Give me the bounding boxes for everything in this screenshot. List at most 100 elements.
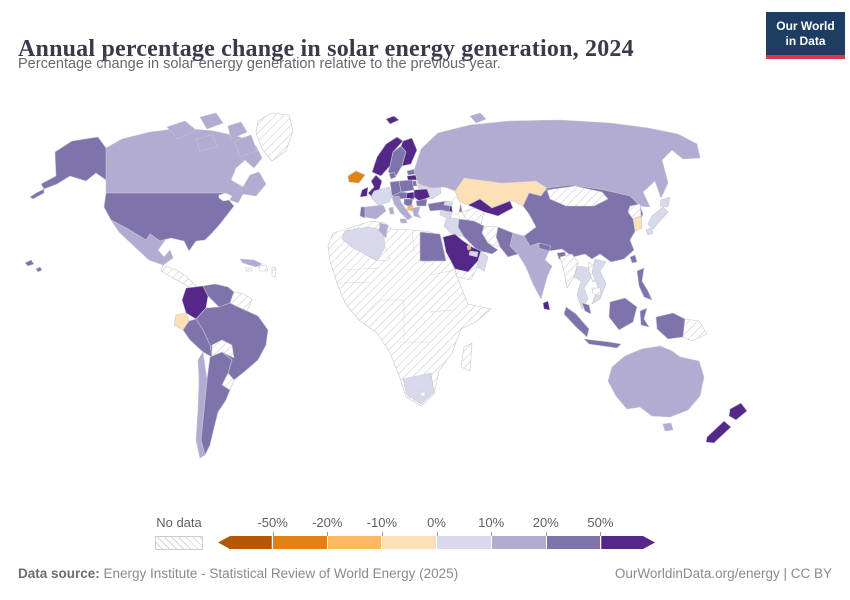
- data-source-text: Energy Institute - Statistical Review of…: [99, 566, 459, 581]
- legend-bin[interactable]: [437, 536, 491, 549]
- country-mexico[interactable]: [110, 219, 174, 266]
- country-uae[interactable]: [468, 250, 479, 258]
- legend-bin[interactable]: [382, 536, 436, 549]
- country-indonesia[interactable]: [608, 297, 638, 331]
- country-iraq[interactable]: [443, 216, 465, 238]
- legend-tick-label: -50%: [257, 515, 288, 530]
- data-source-label: Data source:: [18, 566, 100, 581]
- country-myanmar[interactable]: [559, 253, 579, 289]
- country-finland[interactable]: [400, 137, 418, 167]
- country-chile[interactable]: [195, 351, 208, 459]
- legend-tick-label: -10%: [366, 515, 398, 530]
- country-turkmenistan[interactable]: [461, 207, 485, 225]
- country-portugal[interactable]: [359, 206, 366, 219]
- country-australia[interactable]: [607, 345, 705, 418]
- country-indonesia[interactable]: [583, 338, 622, 349]
- legend-bin[interactable]: [272, 536, 327, 549]
- country-hungary[interactable]: [405, 191, 416, 200]
- country-taiwan[interactable]: [629, 254, 638, 264]
- legend-bin[interactable]: [491, 536, 546, 549]
- country-canadian-arctic[interactable]: [195, 134, 219, 152]
- legend-tick-label: 20%: [532, 515, 559, 530]
- country-denmark[interactable]: [388, 171, 397, 180]
- country-jamaica[interactable]: [245, 267, 253, 272]
- owid-logo-line2: in Data: [785, 34, 826, 48]
- country-thailand[interactable]: [573, 265, 592, 310]
- country-mongolia[interactable]: [546, 185, 609, 207]
- country-france[interactable]: [370, 186, 393, 206]
- country-indonesia[interactable]: [655, 312, 686, 340]
- country-philippines[interactable]: [636, 267, 653, 301]
- country-canadian-arctic[interactable]: [199, 112, 224, 130]
- country-indonesia[interactable]: [563, 306, 590, 338]
- country-japan[interactable]: [647, 206, 669, 230]
- country-hawaii[interactable]: [35, 266, 43, 273]
- legend-tick-label: 10%: [478, 515, 505, 530]
- data-source: Data source: Energy Institute - Statisti…: [18, 566, 458, 581]
- country-canadian-arctic[interactable]: [233, 134, 258, 158]
- great-lakes: [218, 192, 233, 202]
- no-data-swatch[interactable]: [155, 536, 203, 550]
- country-greece[interactable]: [411, 206, 422, 219]
- country-lesotho[interactable]: [419, 391, 426, 397]
- country-hispaniola[interactable]: [257, 264, 269, 272]
- country-aleutians[interactable]: [29, 188, 45, 200]
- country-novaya-zemlya[interactable]: [469, 112, 487, 124]
- country-usa[interactable]: [103, 192, 235, 252]
- country-malaysia[interactable]: [581, 302, 592, 315]
- country-japan[interactable]: [659, 196, 671, 208]
- country-algeria[interactable]: [341, 226, 386, 262]
- country-sardinia[interactable]: [388, 206, 395, 215]
- country-alaska[interactable]: [40, 136, 107, 190]
- country-madagascar[interactable]: [460, 342, 473, 372]
- country-indonesia[interactable]: [639, 307, 650, 328]
- country-bulgaria[interactable]: [415, 198, 428, 207]
- country-india[interactable]: [509, 232, 553, 300]
- country-greenland[interactable]: [255, 112, 294, 162]
- region-africa[interactable]: [327, 220, 492, 407]
- country-sicily[interactable]: [399, 218, 408, 224]
- country-iceland[interactable]: [347, 170, 366, 184]
- country-south-africa[interactable]: [402, 372, 435, 405]
- country-tasmania[interactable]: [662, 422, 674, 432]
- country-argentina[interactable]: [200, 351, 233, 456]
- country-canadian-arctic[interactable]: [227, 121, 248, 140]
- country-poland[interactable]: [398, 179, 415, 193]
- country-cambodia[interactable]: [591, 287, 602, 296]
- country-spain[interactable]: [364, 204, 387, 220]
- license-credit[interactable]: OurWorldinData.org/energy | CC BY: [614, 566, 832, 581]
- country-sri-lanka[interactable]: [542, 300, 551, 311]
- country-peru[interactable]: [182, 318, 213, 358]
- country-vietnam[interactable]: [591, 258, 607, 305]
- country-canadian-arctic[interactable]: [166, 120, 197, 140]
- legend-bin[interactable]: [546, 536, 601, 549]
- country-lesser-antilles[interactable]: [271, 266, 277, 278]
- country-south-korea[interactable]: [632, 215, 643, 232]
- legend-bin[interactable]: [218, 536, 272, 549]
- country-qatar[interactable]: [466, 244, 472, 251]
- country-new-zealand[interactable]: [728, 402, 748, 421]
- legend-bin[interactable]: [601, 536, 655, 549]
- legend-bin[interactable]: [327, 536, 382, 549]
- country-georgia[interactable]: [443, 200, 454, 207]
- country-new-zealand[interactable]: [705, 420, 732, 444]
- country-japan[interactable]: [645, 227, 654, 236]
- country-oman[interactable]: [476, 250, 489, 272]
- country-hawaii[interactable]: [24, 259, 35, 267]
- country-svalbard[interactable]: [385, 115, 400, 125]
- country-tunisia[interactable]: [378, 222, 389, 239]
- country-nepal[interactable]: [538, 242, 552, 252]
- country-yemen[interactable]: [454, 266, 478, 281]
- country-ireland[interactable]: [359, 186, 369, 198]
- map-legend: No data -50% -20% -10% 0% 10% 20% 50%: [0, 513, 850, 553]
- country-latvia[interactable]: [406, 174, 418, 181]
- country-papua-new-guinea[interactable]: [682, 318, 708, 342]
- country-egypt[interactable]: [419, 231, 447, 262]
- country-romania[interactable]: [413, 188, 431, 202]
- legend-tick-labels: -50% -20% -10% 0% 10% 20% 50%: [218, 513, 655, 536]
- country-cuba[interactable]: [239, 258, 263, 268]
- page-title: Annual percentage change in solar energy…: [18, 36, 634, 63]
- country-uzbekistan[interactable]: [467, 198, 514, 217]
- country-north-macedonia[interactable]: [406, 204, 414, 212]
- country-italy[interactable]: [391, 195, 413, 221]
